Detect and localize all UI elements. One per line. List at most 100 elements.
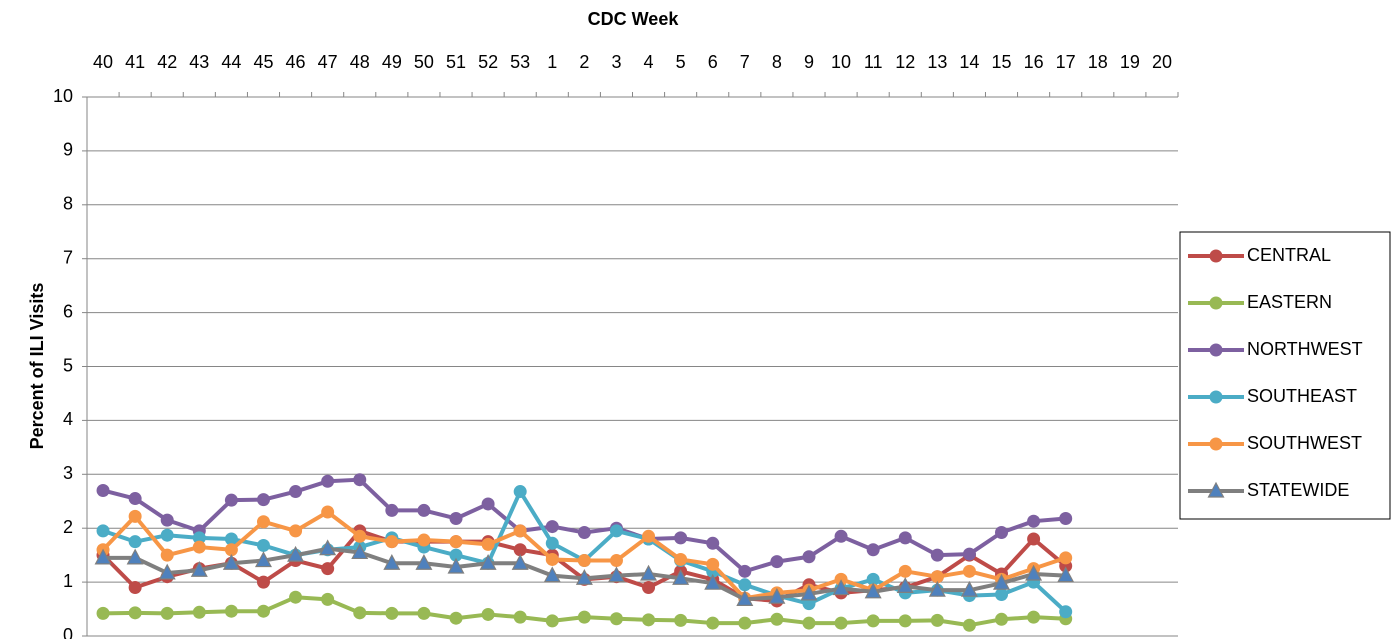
data-point: [449, 535, 463, 549]
data-point: [128, 509, 142, 523]
data-point: [126, 548, 144, 565]
data-point: [513, 485, 527, 499]
legend-label: CENTRAL: [1247, 245, 1331, 265]
data-point: [800, 584, 818, 601]
series-line: [102, 489, 1068, 614]
y-tick-label: 10: [53, 86, 73, 106]
data-point: [738, 578, 752, 592]
y-tick-label: 6: [63, 301, 73, 321]
x-tick-label: 1: [547, 52, 557, 72]
legend-label: SOUTHWEST: [1247, 433, 1362, 453]
data-point: [577, 610, 591, 624]
y-tick-label: 4: [63, 409, 73, 429]
data-point: [1059, 551, 1073, 565]
data-point: [928, 580, 946, 597]
data-point: [545, 614, 559, 628]
data-point: [417, 533, 431, 547]
data-point: [770, 555, 784, 569]
x-tick-label: 7: [740, 52, 750, 72]
x-tick-label: 43: [189, 52, 209, 72]
x-tick-label: 44: [221, 52, 241, 72]
data-point: [256, 604, 270, 618]
data-point: [481, 537, 495, 551]
data-point: [930, 570, 944, 584]
legend-marker: [1207, 481, 1225, 498]
data-point: [256, 575, 270, 589]
data-point: [898, 531, 912, 545]
data-point: [1057, 566, 1075, 583]
legend-marker: [1209, 437, 1223, 451]
legend-marker: [1209, 343, 1223, 357]
data-point: [674, 552, 688, 566]
x-tick-label: 10: [831, 52, 851, 72]
data-point: [768, 587, 786, 604]
data-point: [866, 614, 880, 628]
data-point: [545, 536, 559, 550]
x-tick-label: 51: [446, 52, 466, 72]
data-point: [706, 536, 720, 550]
data-point: [640, 564, 658, 581]
data-point: [224, 604, 238, 618]
data-point: [575, 569, 593, 585]
data-point: [479, 553, 497, 570]
data-point: [864, 582, 882, 599]
y-tick-label: 5: [63, 355, 73, 375]
x-tick-label: 42: [157, 52, 177, 72]
y-axis-title: Percent of ILI Visits: [27, 283, 47, 450]
data-point: [449, 611, 463, 625]
data-point: [192, 531, 206, 545]
x-axis-title: CDC Week: [588, 9, 680, 29]
data-point: [898, 564, 912, 578]
x-tick-label: 9: [804, 52, 814, 72]
data-point: [289, 524, 303, 538]
data-point: [385, 535, 399, 549]
data-point: [1059, 605, 1073, 619]
data-point: [351, 543, 369, 560]
data-point: [160, 606, 174, 620]
data-point: [642, 613, 656, 627]
data-point: [962, 547, 976, 561]
y-tick-label: 9: [63, 140, 73, 160]
data-point: [607, 566, 625, 583]
data-point: [160, 548, 174, 562]
data-point: [1027, 532, 1041, 546]
x-tick-label: 48: [350, 52, 370, 72]
x-tick-label: 12: [895, 52, 915, 72]
y-tick-label: 8: [63, 194, 73, 214]
data-point: [577, 554, 591, 568]
legend-label: EASTERN: [1247, 292, 1332, 312]
x-tick-label: 40: [93, 52, 113, 72]
x-tick-label: 15: [991, 52, 1011, 72]
data-point: [353, 529, 367, 543]
data-point: [481, 607, 495, 621]
x-tick-label: 4: [644, 52, 654, 72]
legend-marker: [1209, 249, 1223, 263]
data-point: [319, 539, 337, 556]
legend-label: SOUTHEAST: [1247, 386, 1357, 406]
data-point: [385, 606, 399, 620]
data-point: [642, 529, 656, 543]
data-point: [802, 616, 816, 630]
data-point: [704, 573, 722, 590]
data-point: [1027, 610, 1041, 624]
legend-marker: [1209, 296, 1223, 310]
data-point: [353, 473, 367, 487]
data-point: [513, 543, 527, 557]
data-point: [417, 503, 431, 517]
x-tick-label: 6: [708, 52, 718, 72]
data-point: [192, 605, 206, 619]
data-point: [192, 540, 206, 554]
data-point: [449, 511, 463, 525]
legend-marker: [1209, 390, 1223, 404]
data-point: [287, 545, 305, 562]
data-point: [321, 474, 335, 488]
data-point: [738, 564, 752, 578]
data-point: [672, 569, 690, 585]
x-tick-label: 17: [1056, 52, 1076, 72]
data-point: [321, 562, 335, 576]
data-point: [513, 524, 527, 538]
data-point: [674, 531, 688, 545]
data-point: [642, 580, 656, 594]
data-point: [254, 551, 272, 568]
